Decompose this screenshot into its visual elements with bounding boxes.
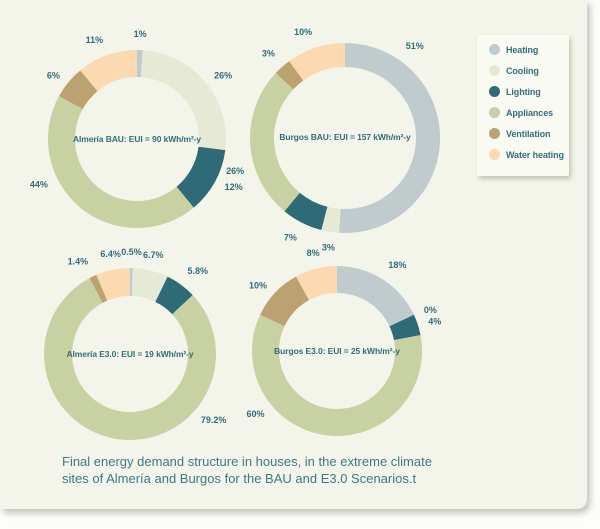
legend-swatch-icon bbox=[489, 86, 500, 97]
slice-label-heating: 18% bbox=[388, 260, 406, 270]
legend-label: Lighting bbox=[506, 86, 541, 97]
slice-label-lighting: 12% bbox=[225, 182, 243, 192]
donut-slice-appliances bbox=[47, 96, 194, 229]
slice-label-lighting: 5.8% bbox=[188, 266, 209, 276]
donut-chart-almeria-e30: 0.5% 6.7% 5.8% 79.2% 1.4% 6.4% bbox=[43, 247, 227, 440]
legend-item-heating: Heating bbox=[489, 39, 569, 60]
figure-card: 1% 26% 12% 44% 6% 11% 51% 3% 7% 26% 3% 10% 0.5% 6.7% 5… bbox=[0, 0, 587, 509]
slice-label-lighting: 4% bbox=[428, 316, 441, 326]
donut-center-label-almeria-bau: Almería BAU: EUI = 90 kWh/m²-y bbox=[72, 134, 202, 144]
legend-item-lighting: Lighting bbox=[489, 81, 569, 102]
donut-chart-burgos-e30: 18% 0%4% 60% 10% 8% bbox=[246, 248, 441, 437]
donut-slice-heating bbox=[137, 50, 143, 78]
donut-charts-canvas: 1% 26% 12% 44% 6% 11% 51% 3% 7% 26% 3% 10% 0.5% 6.7% 5… bbox=[30, 27, 441, 440]
legend-label: Water heating bbox=[506, 149, 564, 160]
donut-slice-lighting bbox=[284, 192, 328, 231]
donut-slice-appliances bbox=[249, 72, 300, 212]
donut-slice-ventilation bbox=[260, 276, 310, 327]
donut-slice-appliances bbox=[251, 314, 422, 437]
slice-label-water-heating: 6.4% bbox=[100, 249, 121, 259]
donut-slice-cooling bbox=[140, 50, 227, 151]
legend-swatch-icon bbox=[489, 44, 500, 55]
legend-label: Appliances bbox=[506, 107, 554, 118]
legend-label: Heating bbox=[506, 44, 539, 55]
donut-chart-burgos-bau: 51% 3% 7% 26% 3% 10% bbox=[226, 27, 441, 253]
donut-slice-ventilation bbox=[89, 274, 108, 303]
donut-slice-cooling bbox=[321, 206, 341, 233]
donut-slice-ventilation bbox=[275, 61, 304, 90]
donut-slice-lighting bbox=[155, 276, 193, 315]
donut-slice-water-heating bbox=[296, 266, 337, 301]
caption-line-1: Final energy demand structure in houses,… bbox=[62, 454, 432, 469]
donut-slice-water-heating bbox=[80, 50, 137, 92]
donut-slice-appliances bbox=[43, 278, 216, 440]
legend-swatch-icon bbox=[489, 128, 500, 139]
legend-label: Cooling bbox=[506, 65, 539, 76]
slice-label-cooling: 26% bbox=[214, 70, 232, 80]
slice-label-cooling: 6.7% bbox=[143, 250, 164, 260]
donut-slice-heating bbox=[339, 42, 441, 233]
slice-label-water-heating: 11% bbox=[86, 35, 104, 45]
slice-label-appliances: 79.2% bbox=[201, 415, 227, 425]
slice-label-lighting: 7% bbox=[284, 232, 297, 242]
slice-label-water-heating: 10% bbox=[294, 27, 312, 37]
slice-label-appliances: 44% bbox=[30, 179, 48, 189]
slice-label-water-heating: 8% bbox=[307, 248, 320, 258]
legend-item-water-heating: Water heating bbox=[489, 144, 569, 165]
slice-label-cooling: 0% bbox=[424, 305, 437, 315]
donut-slice-cooling bbox=[131, 268, 168, 302]
slice-label-appliances: 26% bbox=[226, 166, 244, 176]
donut-center-label-almeria-e30: Almería E3.0: EUI = 19 kWh/m²-y bbox=[66, 349, 194, 359]
slice-label-appliances: 60% bbox=[246, 409, 264, 419]
legend-item-ventilation: Ventilation bbox=[489, 123, 569, 144]
donut-slice-lighting bbox=[389, 314, 421, 341]
legend-label: Ventilation bbox=[506, 128, 551, 139]
donut-slice-heating bbox=[130, 267, 133, 297]
donut-center-label-burgos-e30: Burgos E3.0: EUI = 25 kWh/m²-y bbox=[274, 346, 400, 356]
legend-swatch-icon bbox=[489, 107, 500, 118]
slice-label-ventilation: 6% bbox=[47, 70, 60, 80]
donut-slice-water-heating bbox=[96, 267, 130, 301]
donut-chart-almeria-bau: 1% 26% 12% 44% 6% 11% bbox=[30, 29, 243, 229]
caption-line-2: sites of Almería and Burgos for the BAU … bbox=[62, 470, 417, 486]
legend-swatch-icon bbox=[489, 65, 500, 76]
slice-label-ventilation: 10% bbox=[249, 280, 267, 290]
slice-label-heating: 1% bbox=[134, 29, 147, 39]
donut-center-label-burgos-bau: Burgos BAU: EUI = 157 kWh/m²-y bbox=[279, 132, 411, 142]
donut-slice-ventilation bbox=[59, 70, 98, 110]
legend-panel: Heating Cooling Lighting Appliances Ventilat… bbox=[477, 35, 569, 176]
slice-label-heating: 0.5% bbox=[121, 247, 142, 257]
legend-item-appliances: Appliances bbox=[489, 102, 569, 123]
donut-slice-water-heating bbox=[289, 42, 345, 81]
slice-label-heating: 51% bbox=[406, 41, 424, 51]
donut-slice-lighting bbox=[176, 146, 226, 208]
slice-label-ventilation: 3% bbox=[262, 49, 275, 59]
legend-item-cooling: Cooling bbox=[489, 60, 569, 81]
slice-label-ventilation: 1.4% bbox=[68, 257, 89, 267]
donut-slice-heating bbox=[337, 266, 414, 327]
legend-swatch-icon bbox=[489, 149, 500, 160]
figure-caption: Final energy demand structure in houses,… bbox=[62, 454, 502, 487]
slice-label-cooling: 3% bbox=[322, 243, 335, 253]
